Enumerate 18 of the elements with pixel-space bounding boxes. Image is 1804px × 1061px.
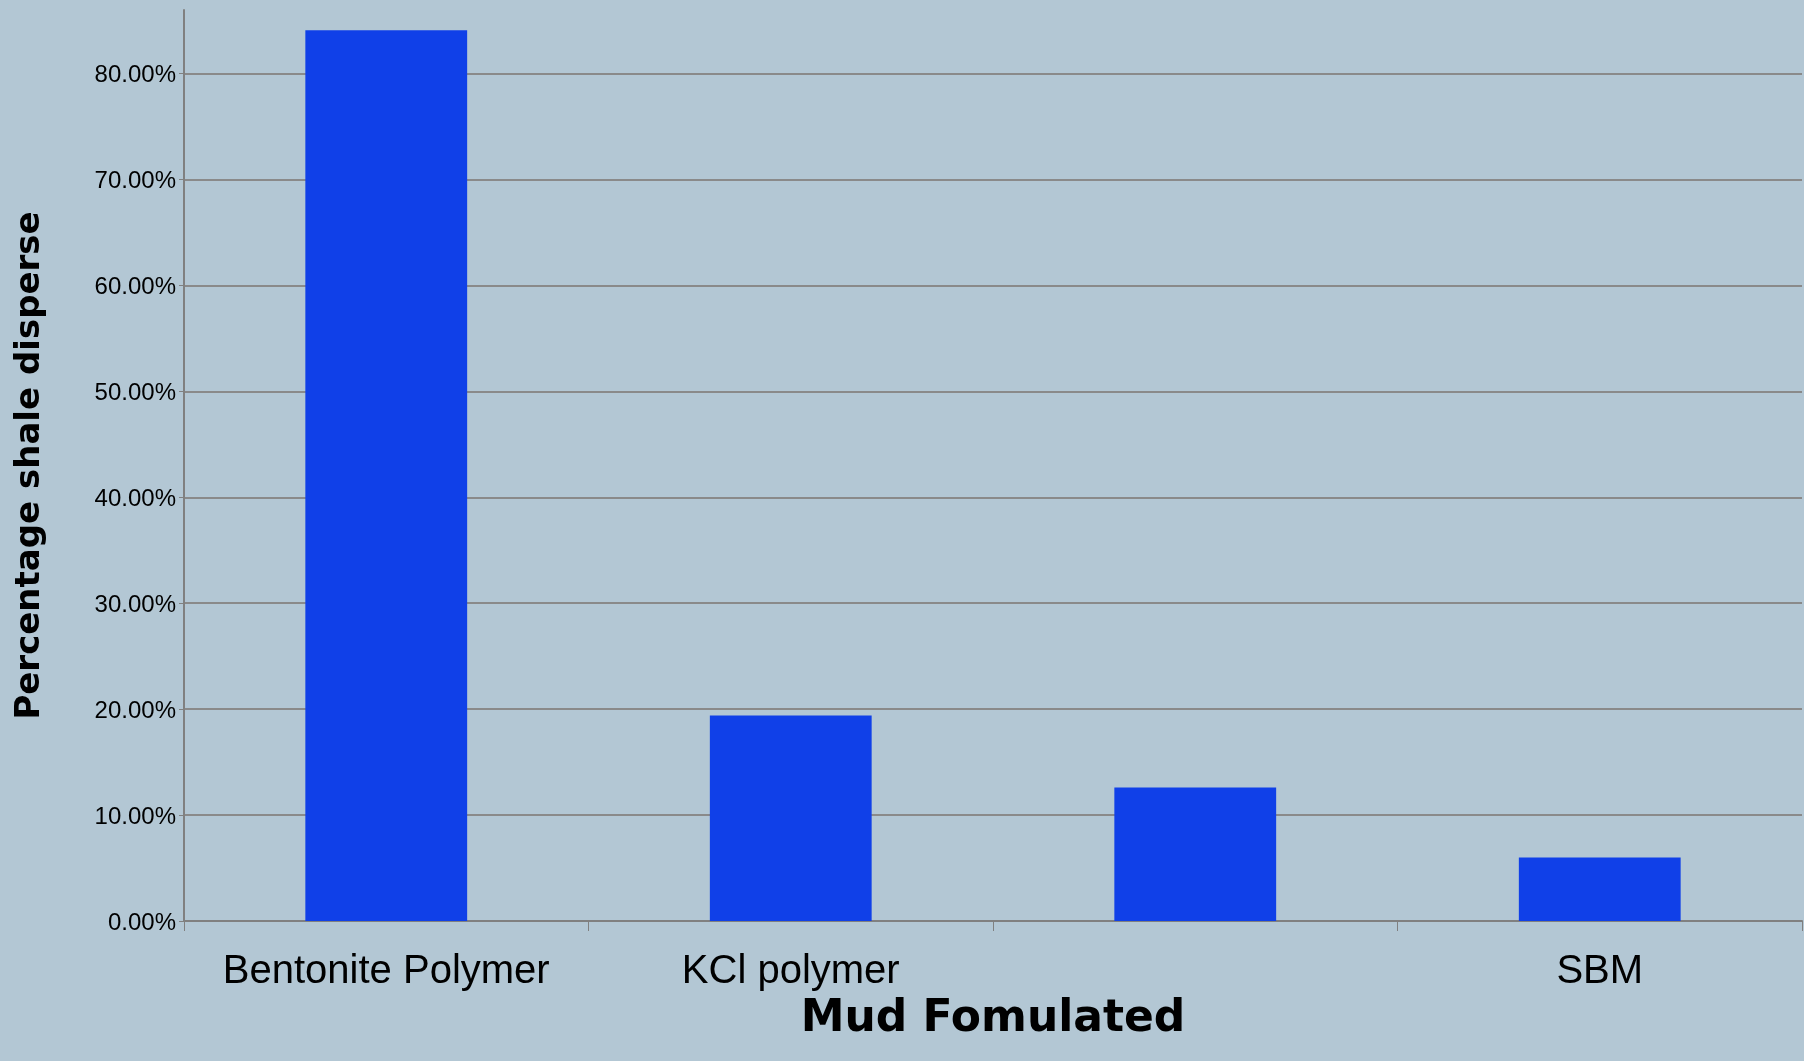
x-tick-label: SBM [1556, 947, 1644, 991]
x-axis-title: Mud Fomulated [800, 990, 1186, 1042]
bar [1114, 787, 1277, 921]
y-tick-label: 20.00% [94, 695, 176, 723]
y-tick-label: 0.00% [107, 907, 176, 935]
y-tick-label: 70.00% [94, 165, 176, 193]
y-tick-label: 80.00% [94, 60, 176, 88]
y-tick-label: 40.00% [94, 483, 176, 511]
y-tick-label: 10.00% [94, 801, 176, 829]
y-tick-label: 30.00% [94, 589, 176, 617]
bar [305, 30, 468, 921]
x-tick-label: Bentonite Polymer [222, 947, 550, 991]
y-axis-title: Percentage shale disperse [7, 211, 47, 720]
y-tick-label: 60.00% [94, 271, 176, 299]
y-tick-label: 50.00% [94, 377, 176, 405]
bar [1518, 857, 1681, 921]
bar [709, 715, 872, 921]
x-tick-label: KCl polymer [681, 947, 900, 991]
